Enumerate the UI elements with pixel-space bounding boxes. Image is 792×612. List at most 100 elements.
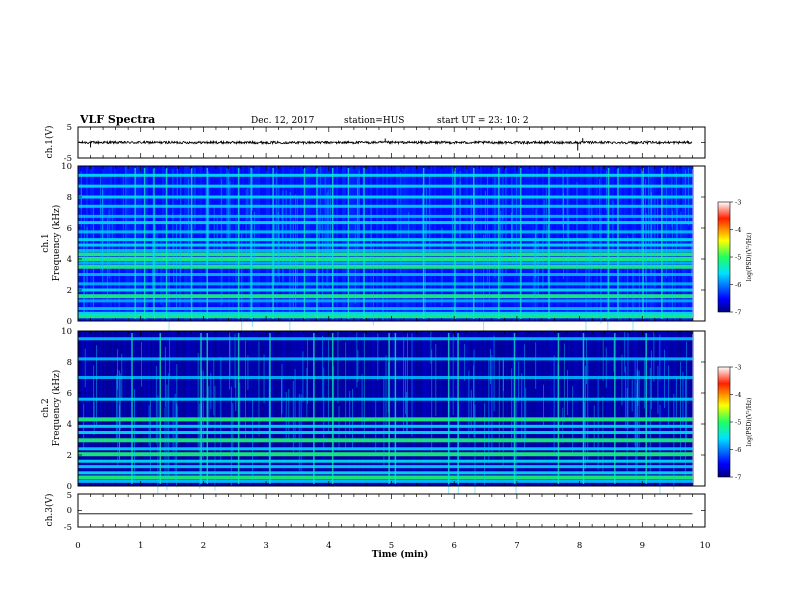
spectrogram-sferic [621,354,623,406]
spectrogram-noise-column [438,331,440,486]
spectrogram-noise-column [342,166,344,321]
spectrogram-sferic [593,405,595,448]
spectrogram-noise-column [88,166,90,321]
ch2-colorbar-gradient [717,366,731,478]
spectrogram-noise-column [394,166,396,321]
spectrogram-noise-column [398,166,400,321]
spectrogram-sferic [511,177,513,244]
spectrogram-sferic [387,361,389,413]
spectrogram-noise-column [222,331,224,486]
spectrogram-noise-column [122,331,124,486]
spectrogram-noise-column [458,166,460,321]
spectrogram-noise-column [386,331,388,486]
spectrogram-noise-column [658,166,660,321]
spectrogram-noise-column [294,166,296,321]
spectrogram-sferic [213,357,215,416]
spectrogram-noise-column [442,331,444,486]
spectrogram-noise-column [194,331,196,486]
spectrogram-impulse [513,333,516,484]
spectrogram-noise-column [480,166,482,321]
spectrogram-sferic [534,229,536,313]
x-tick-label: 5 [389,541,394,551]
spectrogram-noise-column [296,331,298,486]
spectrogram-noise-column [410,331,412,486]
spectrogram-noise-column [524,166,526,321]
spectrogram-noise-column [370,166,372,321]
spectrogram-noise-column [102,331,104,486]
spectrogram-noise-column [308,331,310,486]
spectrogram-band [78,214,693,218]
spectrogram-noise-column [616,166,618,321]
spectrogram-noise-column [78,166,80,321]
spectrogram-sferic [306,337,308,404]
spectrogram-sferic [490,348,492,385]
spectrogram-sferic [254,212,256,264]
spectrogram-noise-column [118,166,120,321]
spectrogram-sferic [537,240,539,296]
spectrogram-noise-column [224,331,226,486]
spectrogram-sferic [176,403,178,488]
spectrogram-noise-column [446,331,448,486]
spectrogram-noise-column [160,166,162,321]
spectrogram-noise-column [260,331,262,486]
ch2-spectrogram-ylabel-channel: ch.2Frequency (kHz) [41,370,62,447]
spectrogram-band [78,376,693,379]
spectrogram-noise-column [494,331,496,486]
spectrogram-noise-column [504,331,506,486]
spectrogram-noise-column [222,166,224,321]
colorbar-tick-label: -5 [735,419,741,427]
spectrogram-noise-column [294,331,296,486]
spectrogram-noise-column [130,166,132,321]
spectrogram-noise-column [116,166,118,321]
spectrogram-sferic [281,205,283,240]
spectrogram-sferic [545,184,547,247]
spectrogram-noise-column [592,166,594,321]
spectrogram-noise-column [144,331,146,486]
spectrogram-noise-column [346,331,348,486]
spectrogram-band [78,288,693,292]
spectrogram-noise-column [148,331,150,486]
spectrogram-noise-column [396,331,398,486]
spectrogram-sferic [557,364,559,429]
spectrogram-noise-column [532,331,534,486]
spectrogram-sferic [187,179,189,258]
spectrogram-sferic [403,337,405,433]
spectrogram-band [78,424,693,428]
spectrogram-noise-column [246,331,248,486]
spectrogram-ytick-label: 2 [67,286,72,296]
spectrogram-noise-column [558,166,560,321]
spectrogram-sferic [288,389,290,439]
spectrogram-sferic [84,348,86,388]
spectrogram-noise-column [564,166,566,321]
spectrogram-noise-column [516,331,518,486]
spectrogram-noise-column [438,166,440,321]
spectrogram-band [78,184,693,188]
spectrogram-noise-column [486,166,488,321]
spectrogram-noise-column [610,166,612,321]
spectrogram-noise-column [256,166,258,321]
ylabel-line: ch.1 [41,233,51,252]
colorbar-tick-label: -7 [735,474,741,482]
spectrogram-noise-column [382,331,384,486]
spectrogram-sferic [306,367,308,418]
spectrogram-noise-column [228,331,230,486]
spectrogram-noise-column [628,331,630,486]
spectrogram-noise-column [664,166,666,321]
spectrogram-noise-column [92,166,94,321]
spectrogram-noise-column [174,331,176,486]
spectrogram-noise-column [298,166,300,321]
spectrogram-noise-column [570,331,572,486]
spectrogram-band [78,173,693,177]
spectrogram-noise-column [670,166,672,321]
spectrogram-noise-column [480,331,482,486]
spectrogram-sferic [329,188,331,262]
spectrogram-noise-column [690,166,692,321]
spectrogram-noise-column [340,166,342,321]
spectrogram-impulse [607,168,610,319]
spectrogram-impulse [394,333,397,484]
spectrogram-noise-column [306,331,308,486]
spectrogram-noise-column [232,331,234,486]
x-tick-label: 6 [451,541,456,551]
ch1-waveform-panel: 5 -5 ch.1(V) [44,123,706,164]
spectrogram-noise-column [382,166,384,321]
